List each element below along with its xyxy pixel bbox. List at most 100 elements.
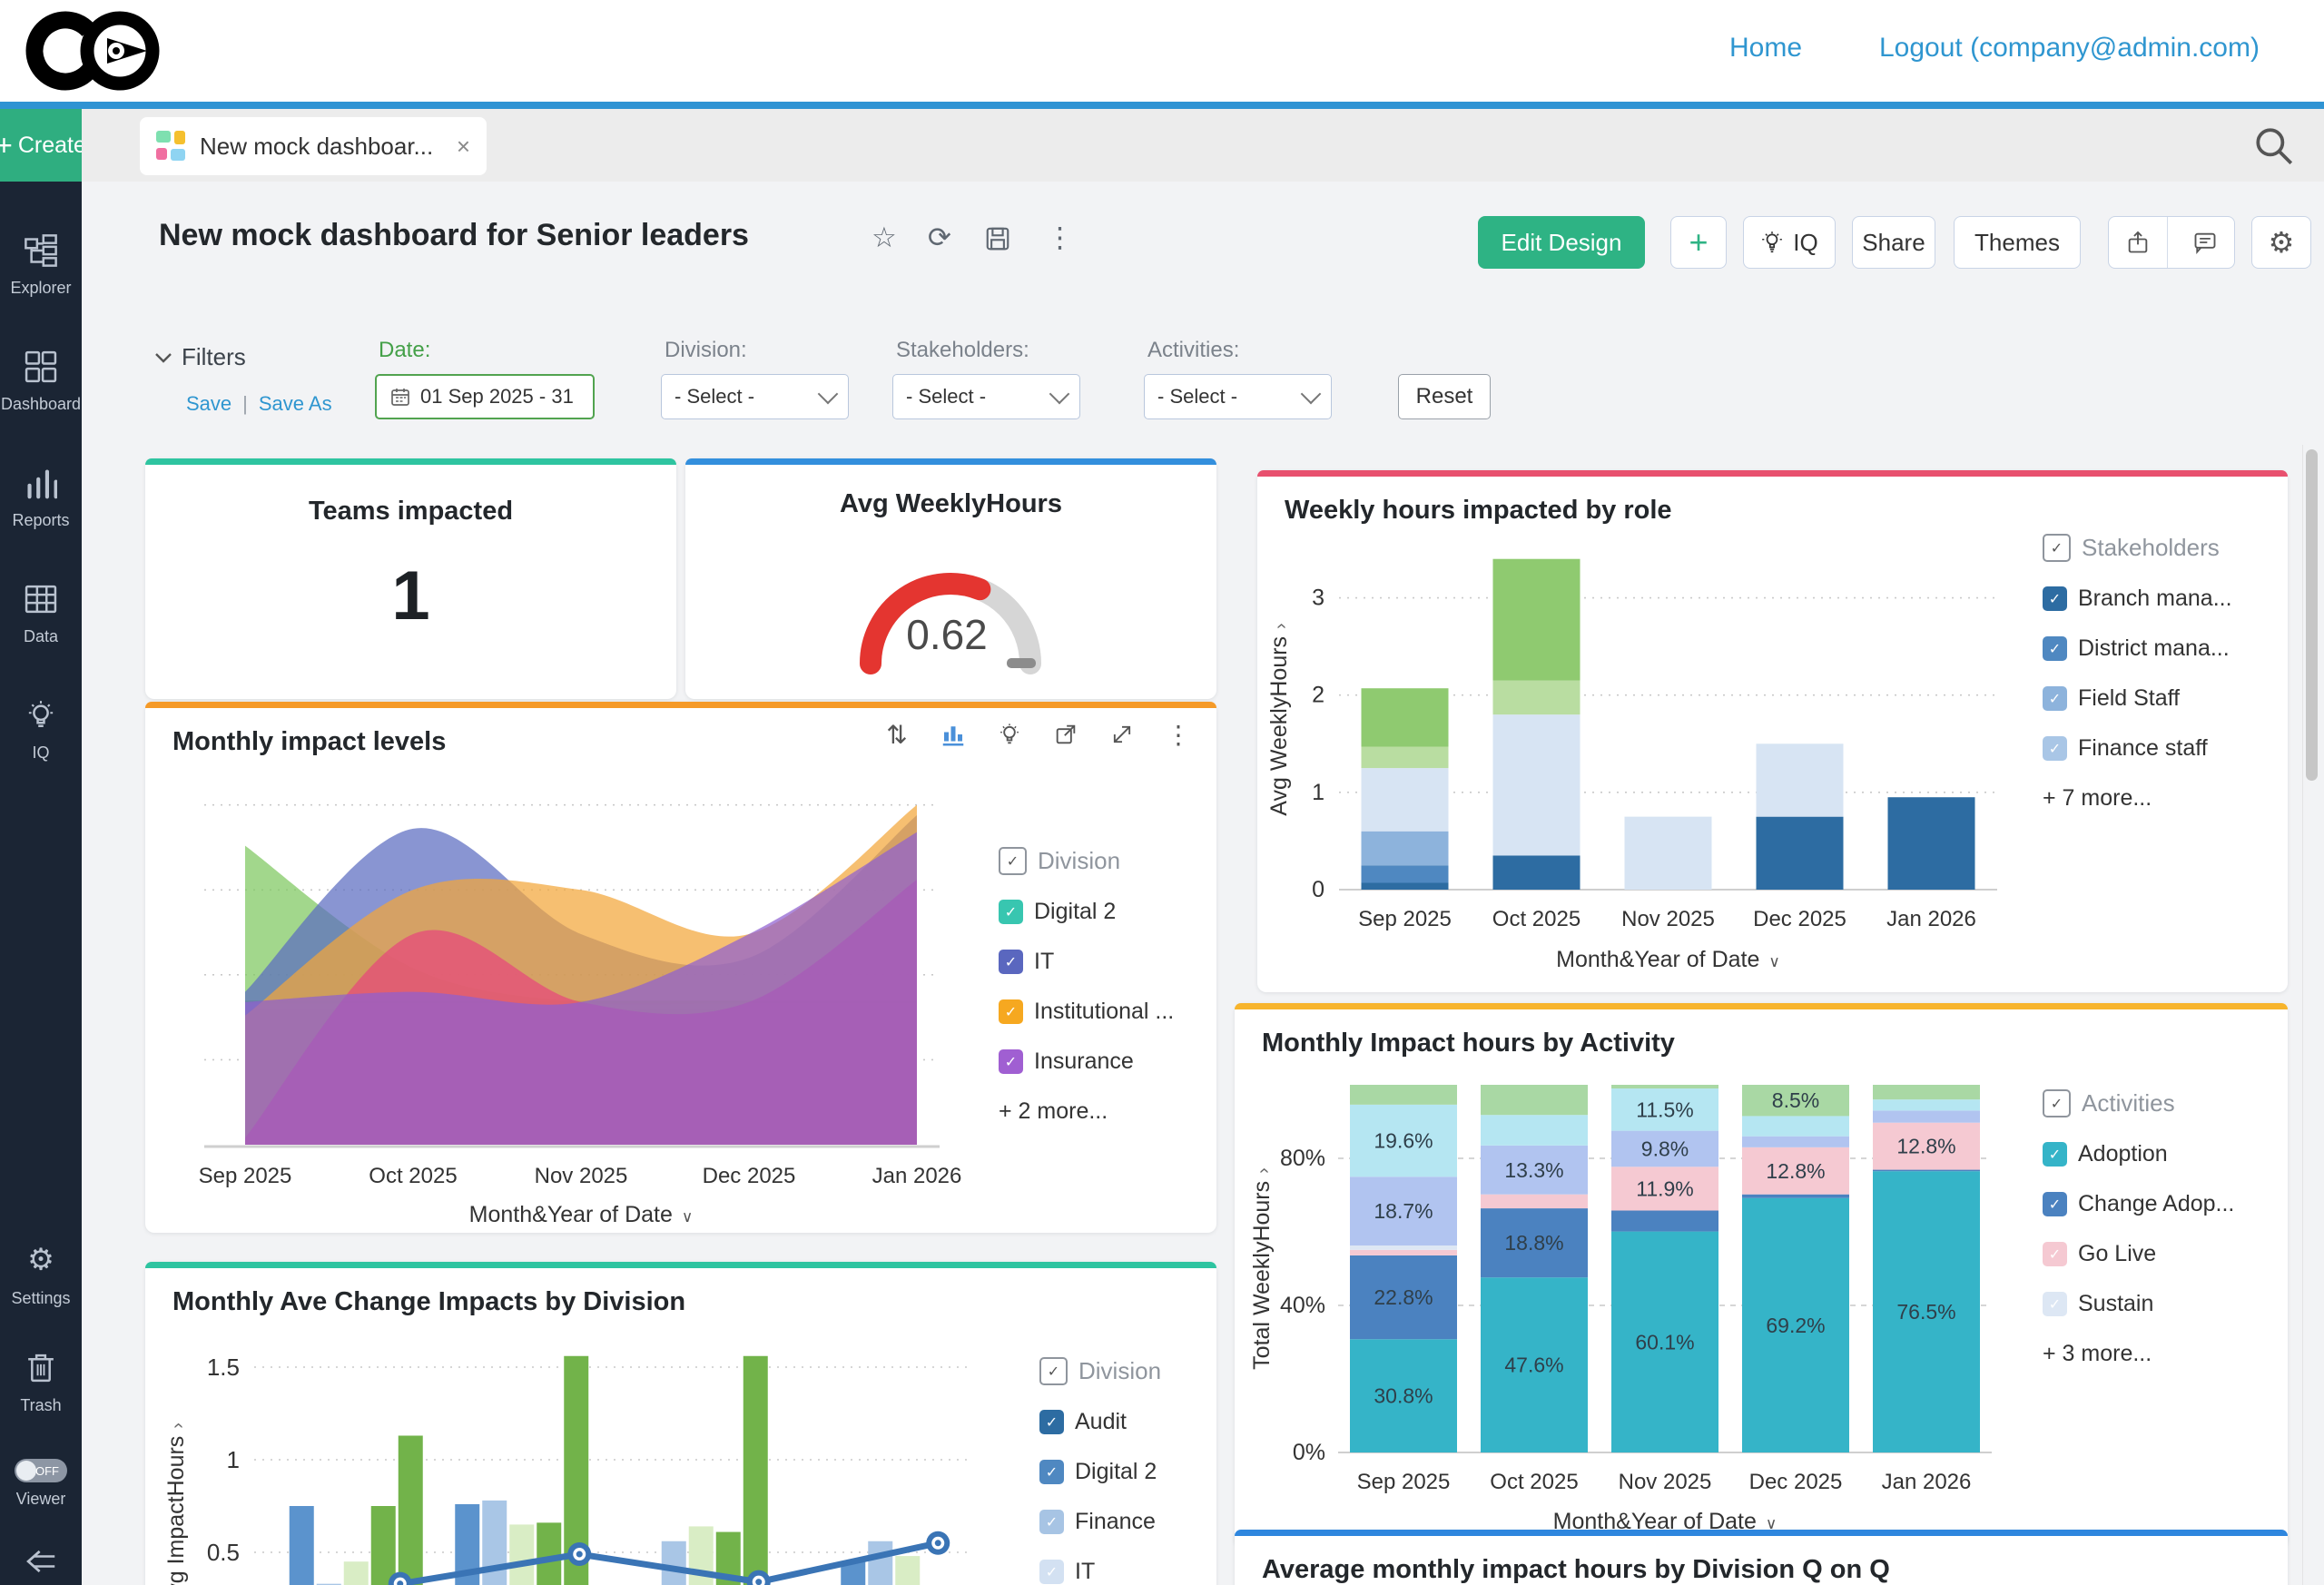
stacked-bar-chart: 0123Sep 2025Oct 2025Nov 2025Dec 2025Jan … (1266, 527, 2020, 985)
checkbox-icon: ✓ (999, 847, 1027, 875)
chart-legend: ✓Division ✓Digital 2 ✓IT ✓Institutional ...… (999, 847, 1174, 1125)
save-filter-link[interactable]: Save (186, 392, 231, 416)
kpi-title: Teams impacted (145, 497, 676, 527)
open-in-new-icon[interactable] (1051, 720, 1080, 749)
legend-item[interactable]: ✓Insurance (999, 1048, 1174, 1075)
legend-item[interactable]: ✓Audit (1039, 1409, 1161, 1435)
svg-text:Sep 2025: Sep 2025 (1358, 907, 1452, 931)
viewer-toggle[interactable]: OFF (15, 1459, 67, 1482)
sidebar-item-label: Settings (11, 1289, 70, 1308)
save-icon[interactable] (984, 225, 1011, 260)
insights-bulb-icon[interactable] (995, 720, 1024, 749)
legend-more-link[interactable]: + 2 more... (999, 1098, 1174, 1125)
division-select[interactable]: - Select - (661, 374, 849, 419)
chart-type-icon[interactable] (939, 720, 968, 749)
legend-group-checkbox[interactable]: ✓Activities (2043, 1089, 2234, 1117)
svg-text:12.8%: 12.8% (1766, 1159, 1825, 1183)
share-button[interactable]: Share (1852, 216, 1935, 269)
scrollbar-thumb[interactable] (2306, 449, 2318, 781)
division-filter-label: Division: (665, 338, 747, 363)
filters-collapse[interactable]: Filters (154, 343, 246, 371)
sidebar-item-dashboards[interactable]: Dashboards (0, 350, 82, 414)
add-widget-button[interactable]: + (1670, 216, 1727, 269)
date-range-input[interactable]: 01 Sep 2025 - 31 (375, 374, 595, 419)
legend-group-checkbox[interactable]: ✓Stakeholders (2043, 534, 2232, 562)
legend-item[interactable]: ✓Adoption (2043, 1141, 2234, 1167)
sidebar-item-explorer[interactable]: Explorer (0, 234, 82, 298)
activities-select[interactable]: - Select - (1144, 374, 1332, 419)
legend-item[interactable]: ✓Institutional ... (999, 999, 1174, 1025)
svg-text:1.5: 1.5 (207, 1354, 240, 1381)
legend-item[interactable]: ✓Change Adop... (2043, 1191, 2234, 1217)
checkbox-icon: ✓ (999, 1049, 1023, 1074)
svg-text:Avg WeeklyHours›: Avg WeeklyHours› (1266, 623, 1292, 815)
legend-more-link[interactable]: + 7 more... (2043, 785, 2232, 812)
filters-label: Filters (182, 343, 246, 371)
legend-item[interactable]: ✓Go Live (2043, 1241, 2234, 1267)
svg-text:11.5%: 11.5% (1636, 1098, 1694, 1121)
top-bar: Home Logout (company@admin.com) (0, 0, 2324, 102)
home-link[interactable]: Home (1729, 33, 1802, 64)
legend-item[interactable]: ✓IT (1039, 1559, 1161, 1585)
checkbox-icon: ✓ (2043, 1089, 2071, 1117)
sidebar-item-iq[interactable]: IQ (0, 699, 82, 763)
favorite-star-icon[interactable]: ☆ (872, 222, 897, 254)
refresh-icon[interactable]: ⟳ (928, 222, 951, 254)
legend-item[interactable]: ✓Field Staff (2043, 685, 2232, 712)
svg-text:11.9%: 11.9% (1636, 1176, 1694, 1200)
logout-link[interactable]: Logout (company@admin.com) (1879, 33, 2260, 64)
reset-filters-button[interactable]: Reset (1398, 374, 1491, 419)
sidebar-item-label: Viewer (16, 1490, 66, 1509)
top-divider (0, 102, 2324, 109)
checkbox-icon: ✓ (1039, 1510, 1064, 1534)
card-accent (1257, 470, 2288, 477)
create-button[interactable]: + Create (0, 109, 82, 182)
collapse-sidebar-icon[interactable] (25, 1545, 57, 1578)
legend-item[interactable]: ✓Finance (1039, 1509, 1161, 1535)
svg-text:80%: 80% (1280, 1146, 1325, 1171)
sidebar-item-viewer[interactable]: OFF Viewer (15, 1459, 67, 1509)
settings-gear-icon[interactable]: ⚙ (2251, 216, 2311, 269)
card-accent (685, 458, 1216, 465)
legend-group-checkbox[interactable]: ✓Division (999, 847, 1174, 875)
sort-icon[interactable]: ⇅ (882, 720, 911, 749)
legend-item[interactable]: ✓Branch mana... (2043, 586, 2232, 612)
card-impact-hours-by-activity: Monthly Impact hours by Activity 0%40%80… (1235, 1003, 2288, 1548)
comment-icon[interactable] (2177, 217, 2235, 268)
sidebar-item-reports[interactable]: Reports (0, 467, 82, 530)
edit-design-button[interactable]: Edit Design (1478, 216, 1645, 269)
themes-button[interactable]: Themes (1954, 216, 2081, 269)
checkbox-icon: ✓ (2043, 586, 2067, 611)
legend-item[interactable]: ✓District mana... (2043, 635, 2232, 662)
legend-item[interactable]: ✓Digital 2 (1039, 1459, 1161, 1485)
search-icon[interactable] (2251, 123, 2297, 169)
stakeholders-select[interactable]: - Select - (892, 374, 1080, 419)
checkbox-icon: ✓ (2043, 1142, 2067, 1167)
legend-more-link[interactable]: + 3 more... (2043, 1341, 2234, 1367)
more-options-kebab-icon[interactable]: ⋮ (1164, 720, 1193, 749)
svg-text:Nov 2025: Nov 2025 (1619, 1470, 1712, 1494)
tab-close-icon[interactable]: × (457, 133, 470, 161)
export-icon[interactable] (2109, 217, 2168, 268)
legend-item[interactable]: ✓Finance staff (2043, 735, 2232, 762)
legend-item[interactable]: ✓IT (999, 949, 1174, 975)
chart-legend: ✓Stakeholders✓Branch mana...✓District ma… (2043, 534, 2232, 812)
expand-icon[interactable] (1108, 720, 1137, 749)
more-options-kebab-icon[interactable]: ⋮ (1046, 222, 1074, 254)
sidebar-item-settings[interactable]: ⚙Settings (11, 1245, 70, 1308)
reports-icon (25, 467, 57, 504)
sidebar-item-data[interactable]: Data (0, 583, 82, 646)
legend-item[interactable]: ✓Sustain (2043, 1291, 2234, 1317)
iq-button[interactable]: IQ (1743, 216, 1836, 269)
scrollbar-track[interactable] (2302, 445, 2303, 1585)
svg-text:40%: 40% (1280, 1293, 1325, 1318)
sidebar-item-trash[interactable]: Trash (20, 1352, 61, 1415)
legend-item[interactable]: ✓Digital 2 (999, 899, 1174, 925)
chart-title: Weekly hours impacted by role (1285, 496, 1672, 526)
save-as-filter-link[interactable]: Save As (259, 392, 332, 416)
legend-item-label: District mana... (2078, 635, 2230, 662)
tab-dashboard[interactable]: New mock dashboar... × (140, 117, 487, 175)
svg-text:1: 1 (227, 1446, 240, 1473)
legend-group-checkbox[interactable]: ✓Division (1039, 1357, 1161, 1385)
svg-text:12.8%: 12.8% (1896, 1135, 1955, 1158)
